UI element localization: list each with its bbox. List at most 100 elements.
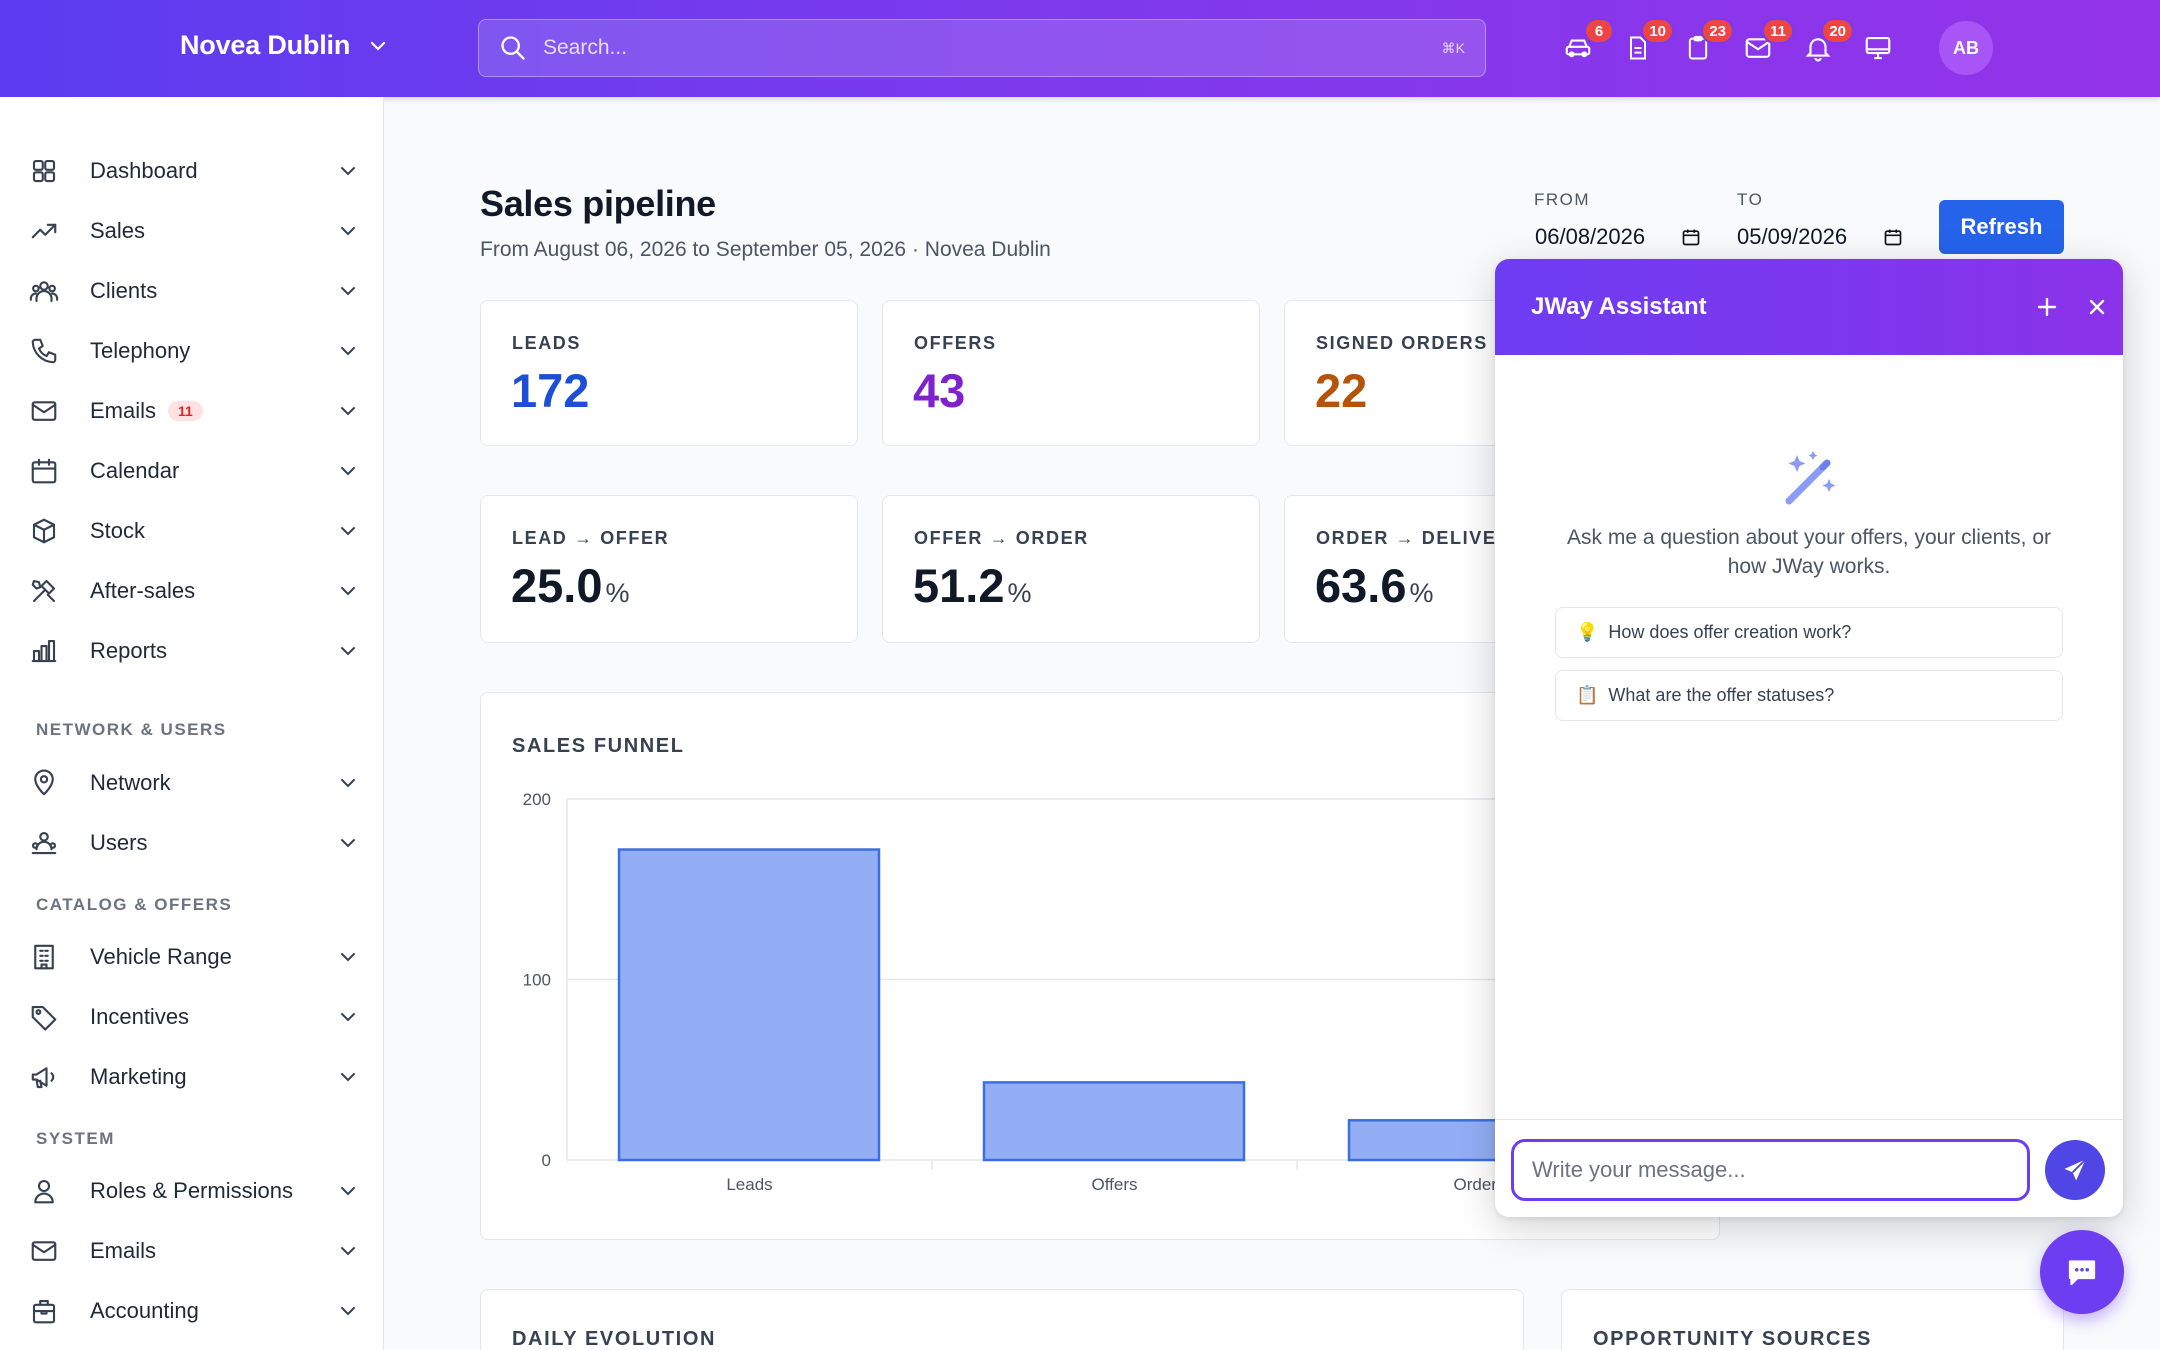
sidebar-item-label: Clients [90,278,158,303]
sidebar-item-incentives[interactable]: Incentives [28,993,358,1041]
sidebar-item-vehicle-range[interactable]: Vehicle Range [28,933,358,981]
mail-icon [28,395,60,427]
rate-title: ORDER → DELIVER [1316,528,1512,548]
sidebar-item-accounting[interactable]: Accounting [28,1287,358,1335]
mail-badge: 11 [1762,18,1794,44]
sidebar-item-clients[interactable]: Clients [28,267,358,315]
sidebar-item-label: Roles & Permissions [90,1178,293,1203]
monitor-button[interactable] [1860,20,1896,76]
rate-card-offer-order: OFFER → ORDER 51.2% [882,495,1260,643]
chevron-down-icon [341,1013,355,1022]
building-icon [28,941,60,973]
refresh-button[interactable]: Refresh [1939,200,2064,254]
grid-icon [28,155,60,187]
kpi-title: OFFERS [914,333,997,353]
from-date-input[interactable]: 06/08/2026 [1535,224,1701,250]
assistant-title: JWay Assistant [1531,293,1707,320]
mail-icon [1745,38,1771,58]
chevron-down-icon [341,953,355,962]
sidebar-item-marketing[interactable]: Marketing [28,1053,358,1101]
kpi-value: 22 [1315,364,1368,417]
sidebar-item-label: Marketing [90,1064,187,1089]
sidebar-item-stock[interactable]: Stock [28,507,358,555]
sidebar-item-sales[interactable]: Sales [28,207,358,255]
sidebar-item-label: Dashboard [90,158,198,183]
chevron-down-icon [341,287,355,296]
clipboard-button[interactable]: 23 [1680,18,1734,76]
sidebar-item-dashboard[interactable]: Dashboard [28,147,358,195]
opportunity-sources-card: OPPORTUNITY SOURCES [1561,1289,2064,1350]
sidebar-item-roles-permissions[interactable]: Roles & Permissions [28,1167,358,1215]
user-avatar[interactable]: AB [1939,21,1993,75]
sidebar-item-emails[interactable]: Emails [28,1227,358,1275]
chevron-down-icon [341,839,355,848]
plus-icon [2037,297,2057,317]
kpi-card-offers: OFFERS 43 [882,300,1260,446]
chevron-down-icon [341,779,355,788]
x-tick-label: Leads [726,1175,772,1194]
search-input[interactable] [543,36,1442,60]
notifications-button[interactable]: 20 [1800,18,1854,76]
brand-switcher[interactable]: Novea Dublin [180,30,388,61]
sidebar-item-label: Emails [90,1238,157,1263]
sidebar-item-label: Stock [90,518,146,543]
car-button[interactable]: 6 [1560,18,1614,76]
sidebar-item-label: Sales [90,218,146,243]
sidebar-item-badge: 11 [168,401,203,421]
sidebar-section-title: CATALOG & OFFERS [36,895,233,914]
sidebar-item-reports[interactable]: Reports [28,627,358,675]
car-badge: 6 [1584,18,1614,44]
clipboard-icon [1688,35,1708,60]
from-label: FROM [1534,190,1591,209]
rate-title: LEAD → OFFER [512,528,670,548]
search-icon [501,36,525,60]
chat-toggle-button[interactable] [2040,1230,2124,1314]
assistant-panel: JWay Assistant Ask me a question about y… [1495,259,2123,1217]
user-icon [28,1175,60,1207]
new-chat-button[interactable] [2027,287,2067,327]
sidebar-item-telephony[interactable]: Telephony [28,327,358,375]
suggestion-text: How does offer creation work? [1608,622,1852,642]
opportunity-sources-title: OPPORTUNITY SOURCES [1593,1328,1872,1350]
assistant-footer [1495,1119,2123,1217]
sidebar-item-users[interactable]: Users [28,819,358,867]
sidebar-item-network[interactable]: Network [28,759,358,807]
trending-up-icon [28,215,60,247]
sidebar-section-title: NETWORK & USERS [36,720,227,739]
tools-icon [28,575,60,607]
chevron-down-icon [341,347,355,356]
chevron-down-icon [341,1073,355,1082]
assistant-intro: Ask me a question about your offers, you… [1566,526,2052,578]
sidebar-item-after-sales[interactable]: After-sales [28,567,358,615]
magic-wand-icon [1785,451,1836,505]
mail-button[interactable]: 11 [1740,18,1794,76]
mail-icon [28,1235,60,1267]
suggestion-offer-statuses[interactable]: 📋 What are the offer statuses? [1555,670,2063,721]
search-bar[interactable]: ⌘K [478,19,1486,77]
page-title: Sales pipeline [480,183,716,224]
close-assistant-button[interactable] [2077,287,2117,327]
car-icon [1565,39,1591,58]
chevron-down-icon [341,1307,355,1316]
suggestion-offer-creation[interactable]: 💡 How does offer creation work? [1555,607,2063,658]
chevron-down-icon [341,1247,355,1256]
sidebar-item-calendar[interactable]: Calendar [28,447,358,495]
daily-evolution-card: DAILY EVOLUTION [480,1289,1524,1350]
rate-title: OFFER → ORDER [914,528,1089,548]
to-date-value: 05/09/2026 [1737,224,1848,249]
documents-button[interactable]: 10 [1620,18,1674,76]
calendar-icon[interactable] [1681,227,1701,247]
calendar-icon[interactable] [1883,227,1903,247]
notifications-badge: 20 [1821,18,1854,44]
chart-title: SALES FUNNEL [512,735,685,757]
sidebar-item-label: Calendar [90,458,180,483]
megaphone-icon [28,1061,60,1093]
to-date-input[interactable]: 05/09/2026 [1737,224,1903,250]
sidebar-item-emails[interactable]: Emails 11 [28,387,358,435]
send-button[interactable] [2045,1140,2105,1200]
message-input[interactable] [1511,1139,2030,1201]
user-group-icon [28,827,60,859]
chevron-down-icon [371,41,386,51]
search-shortcut: ⌘K [1441,39,1465,56]
chevron-down-icon [341,167,355,176]
